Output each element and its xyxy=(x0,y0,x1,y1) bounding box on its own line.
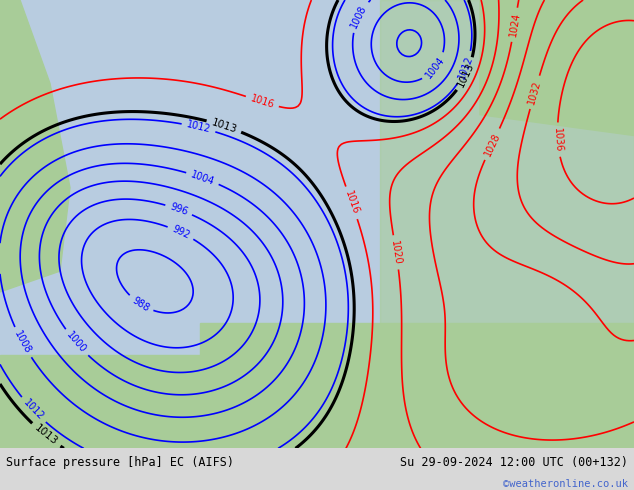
Text: 1036: 1036 xyxy=(552,127,564,152)
Text: 1024: 1024 xyxy=(508,12,522,38)
Text: 1013: 1013 xyxy=(210,117,238,135)
Text: 996: 996 xyxy=(169,202,189,218)
Polygon shape xyxy=(0,0,634,448)
Text: 1004: 1004 xyxy=(190,169,216,187)
Text: 1028: 1028 xyxy=(482,131,502,157)
Text: 1012: 1012 xyxy=(456,54,475,81)
Text: 1008: 1008 xyxy=(349,3,369,30)
Polygon shape xyxy=(200,323,634,448)
Text: 992: 992 xyxy=(171,224,191,241)
Text: 1012: 1012 xyxy=(186,120,212,135)
Polygon shape xyxy=(480,0,634,136)
Polygon shape xyxy=(0,354,634,448)
Text: Surface pressure [hPa] EC (AIFS): Surface pressure [hPa] EC (AIFS) xyxy=(6,456,235,469)
Text: 1000: 1000 xyxy=(65,330,88,355)
Text: Su 29-09-2024 12:00 UTC (00+132): Su 29-09-2024 12:00 UTC (00+132) xyxy=(399,456,628,469)
Text: 1032: 1032 xyxy=(527,79,543,105)
Text: 1013: 1013 xyxy=(32,423,59,447)
Text: 1004: 1004 xyxy=(424,55,447,80)
Text: 1012: 1012 xyxy=(21,398,46,422)
Text: 1016: 1016 xyxy=(343,190,361,216)
Polygon shape xyxy=(0,0,70,292)
Text: 988: 988 xyxy=(130,295,151,313)
Polygon shape xyxy=(380,0,634,448)
Text: 1008: 1008 xyxy=(12,329,33,356)
Text: ©weatheronline.co.uk: ©weatheronline.co.uk xyxy=(503,479,628,489)
Text: 1016: 1016 xyxy=(249,93,275,110)
Text: 1020: 1020 xyxy=(389,240,403,265)
Text: 1013: 1013 xyxy=(456,60,476,88)
